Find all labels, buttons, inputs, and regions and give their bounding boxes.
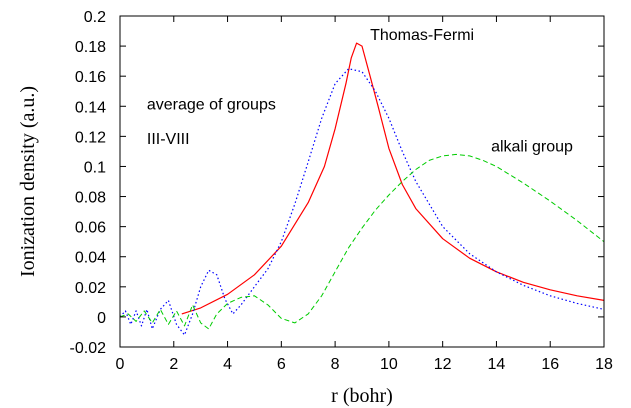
x-tick-label: 16 (541, 356, 559, 373)
y-tick-label: 0.18 (75, 39, 106, 56)
x-tick-label: 10 (380, 356, 398, 373)
plot-layer (119, 42, 605, 336)
y-tick-label: 0.2 (84, 9, 106, 26)
x-tick-label: 2 (169, 356, 178, 373)
y-tick-label: -0.02 (70, 340, 107, 357)
y-tick-label: 0 (97, 310, 106, 327)
annotation-label: III-VIII (147, 131, 190, 148)
series-line-2 (119, 153, 605, 330)
x-tick-label: 8 (331, 356, 340, 373)
series-line-1 (119, 68, 605, 336)
x-tick-label: 4 (223, 356, 232, 373)
y-tick-label: 0.14 (75, 99, 106, 116)
tick-layer (119, 15, 605, 348)
y-tick-label: 0.04 (75, 250, 106, 267)
annotation-label: Thomas-Fermi (370, 27, 474, 44)
x-tick-label: 14 (488, 356, 506, 373)
y-axis-title: Ionization density (a.u.) (17, 86, 39, 277)
x-tick-label: 0 (116, 356, 125, 373)
y-tick-label: 0.1 (84, 159, 106, 176)
plot-frame (119, 15, 605, 348)
x-axis-title: r (bohr) (331, 385, 393, 407)
label-layer: 0 2 4 6 8 10 12 14 16 18 -0.02 0 0.02 0.04 0.06 0.08 0.1… (70, 9, 613, 373)
y-tick-label: 0.08 (75, 190, 106, 207)
annotation-label: alkali group (491, 138, 573, 155)
y-tick-label: 0.02 (75, 280, 106, 297)
series-line-0 (181, 42, 605, 315)
x-tick-label: 6 (277, 356, 286, 373)
annotation-label: average of groups (147, 96, 276, 113)
y-tick-label: 0.06 (75, 220, 106, 237)
y-tick-label: 0.12 (75, 129, 106, 146)
x-tick-label: 12 (434, 356, 452, 373)
x-tick-label: 18 (595, 356, 613, 373)
y-tick-label: 0.16 (75, 69, 106, 86)
